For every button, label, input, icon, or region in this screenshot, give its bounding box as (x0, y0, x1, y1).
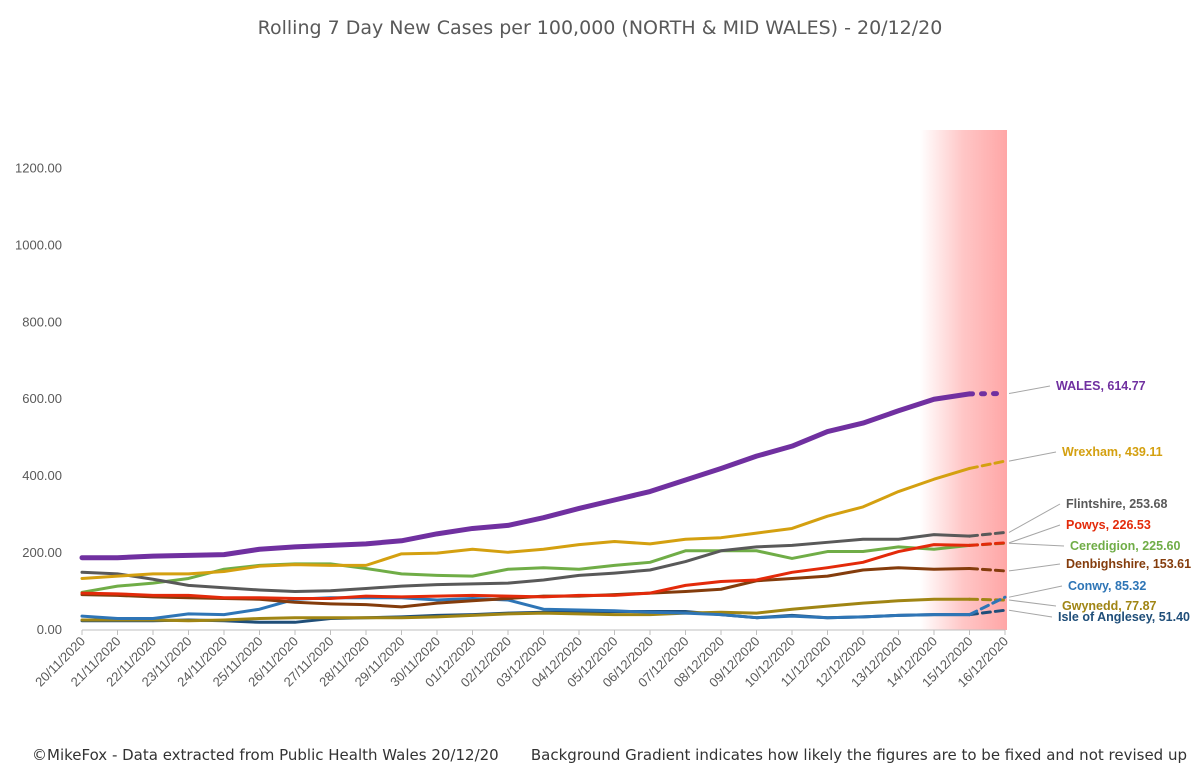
series-projection (968, 566, 1007, 573)
y-tick-label: 200.00 (22, 545, 62, 560)
series-line-wrexham (80, 466, 971, 580)
y-tick-label: 800.00 (22, 314, 62, 329)
label-leader (1008, 542, 1065, 547)
series-line-wales (79, 391, 972, 561)
label-leader (1008, 451, 1057, 462)
label-leader (1008, 563, 1061, 572)
series-projection (968, 608, 1007, 617)
series-end-label: Isle of Anglesey, 51.40 (1058, 610, 1190, 624)
series-lines (79, 391, 1008, 624)
series-end-label: Conwy, 85.32 (1068, 579, 1146, 593)
series-line-flintshire (80, 533, 971, 594)
label-leader (1008, 503, 1061, 533)
series-line-powys (80, 543, 971, 600)
uncertainty-gradient (920, 130, 1007, 630)
series-line-ceredigion (80, 543, 971, 594)
label-leader (1008, 524, 1061, 544)
chart-title: Rolling 7 Day New Cases per 100,000 (NOR… (258, 17, 943, 39)
y-tick-label: 1200.00 (15, 160, 62, 175)
series-line-conwy (80, 596, 971, 620)
y-axis: 0.00 200.00 400.00 600.00 800.00 1000.00 1200.… (15, 160, 62, 637)
series-end-label: Denbighshire, 153.61 (1066, 557, 1191, 571)
series-projection (968, 530, 1007, 538)
series-end-label: Ceredigion, 225.60 (1070, 539, 1181, 553)
series-line-gwynedd (80, 597, 971, 623)
footer-note: Background Gradient indicates how likely… (531, 746, 1187, 764)
series-projection (968, 595, 1007, 617)
label-leader (1008, 599, 1057, 607)
y-tick-label: 600.00 (22, 391, 62, 406)
label-leader (1008, 585, 1063, 598)
y-tick-label: 400.00 (22, 468, 62, 483)
series-end-label: Wrexham, 439.11 (1062, 445, 1163, 459)
x-axis: 20/11/202021/11/202022/11/202023/11/2020… (32, 629, 1011, 690)
y-tick-label: 1000.00 (15, 237, 62, 252)
series-end-label: Gwynedd, 77.87 (1062, 599, 1157, 613)
series-end-label: Powys, 226.53 (1066, 518, 1151, 532)
label-leader (1008, 385, 1051, 395)
y-tick-label: 0.00 (37, 622, 62, 637)
series-projection (968, 459, 1007, 470)
label-leader (1008, 609, 1053, 618)
footer-credit: ©MikeFox - Data extracted from Public He… (32, 746, 499, 764)
series-end-label: WALES, 614.77 (1056, 379, 1146, 393)
series-end-label: Flintshire, 253.68 (1066, 497, 1167, 511)
series-projection (968, 541, 1007, 547)
